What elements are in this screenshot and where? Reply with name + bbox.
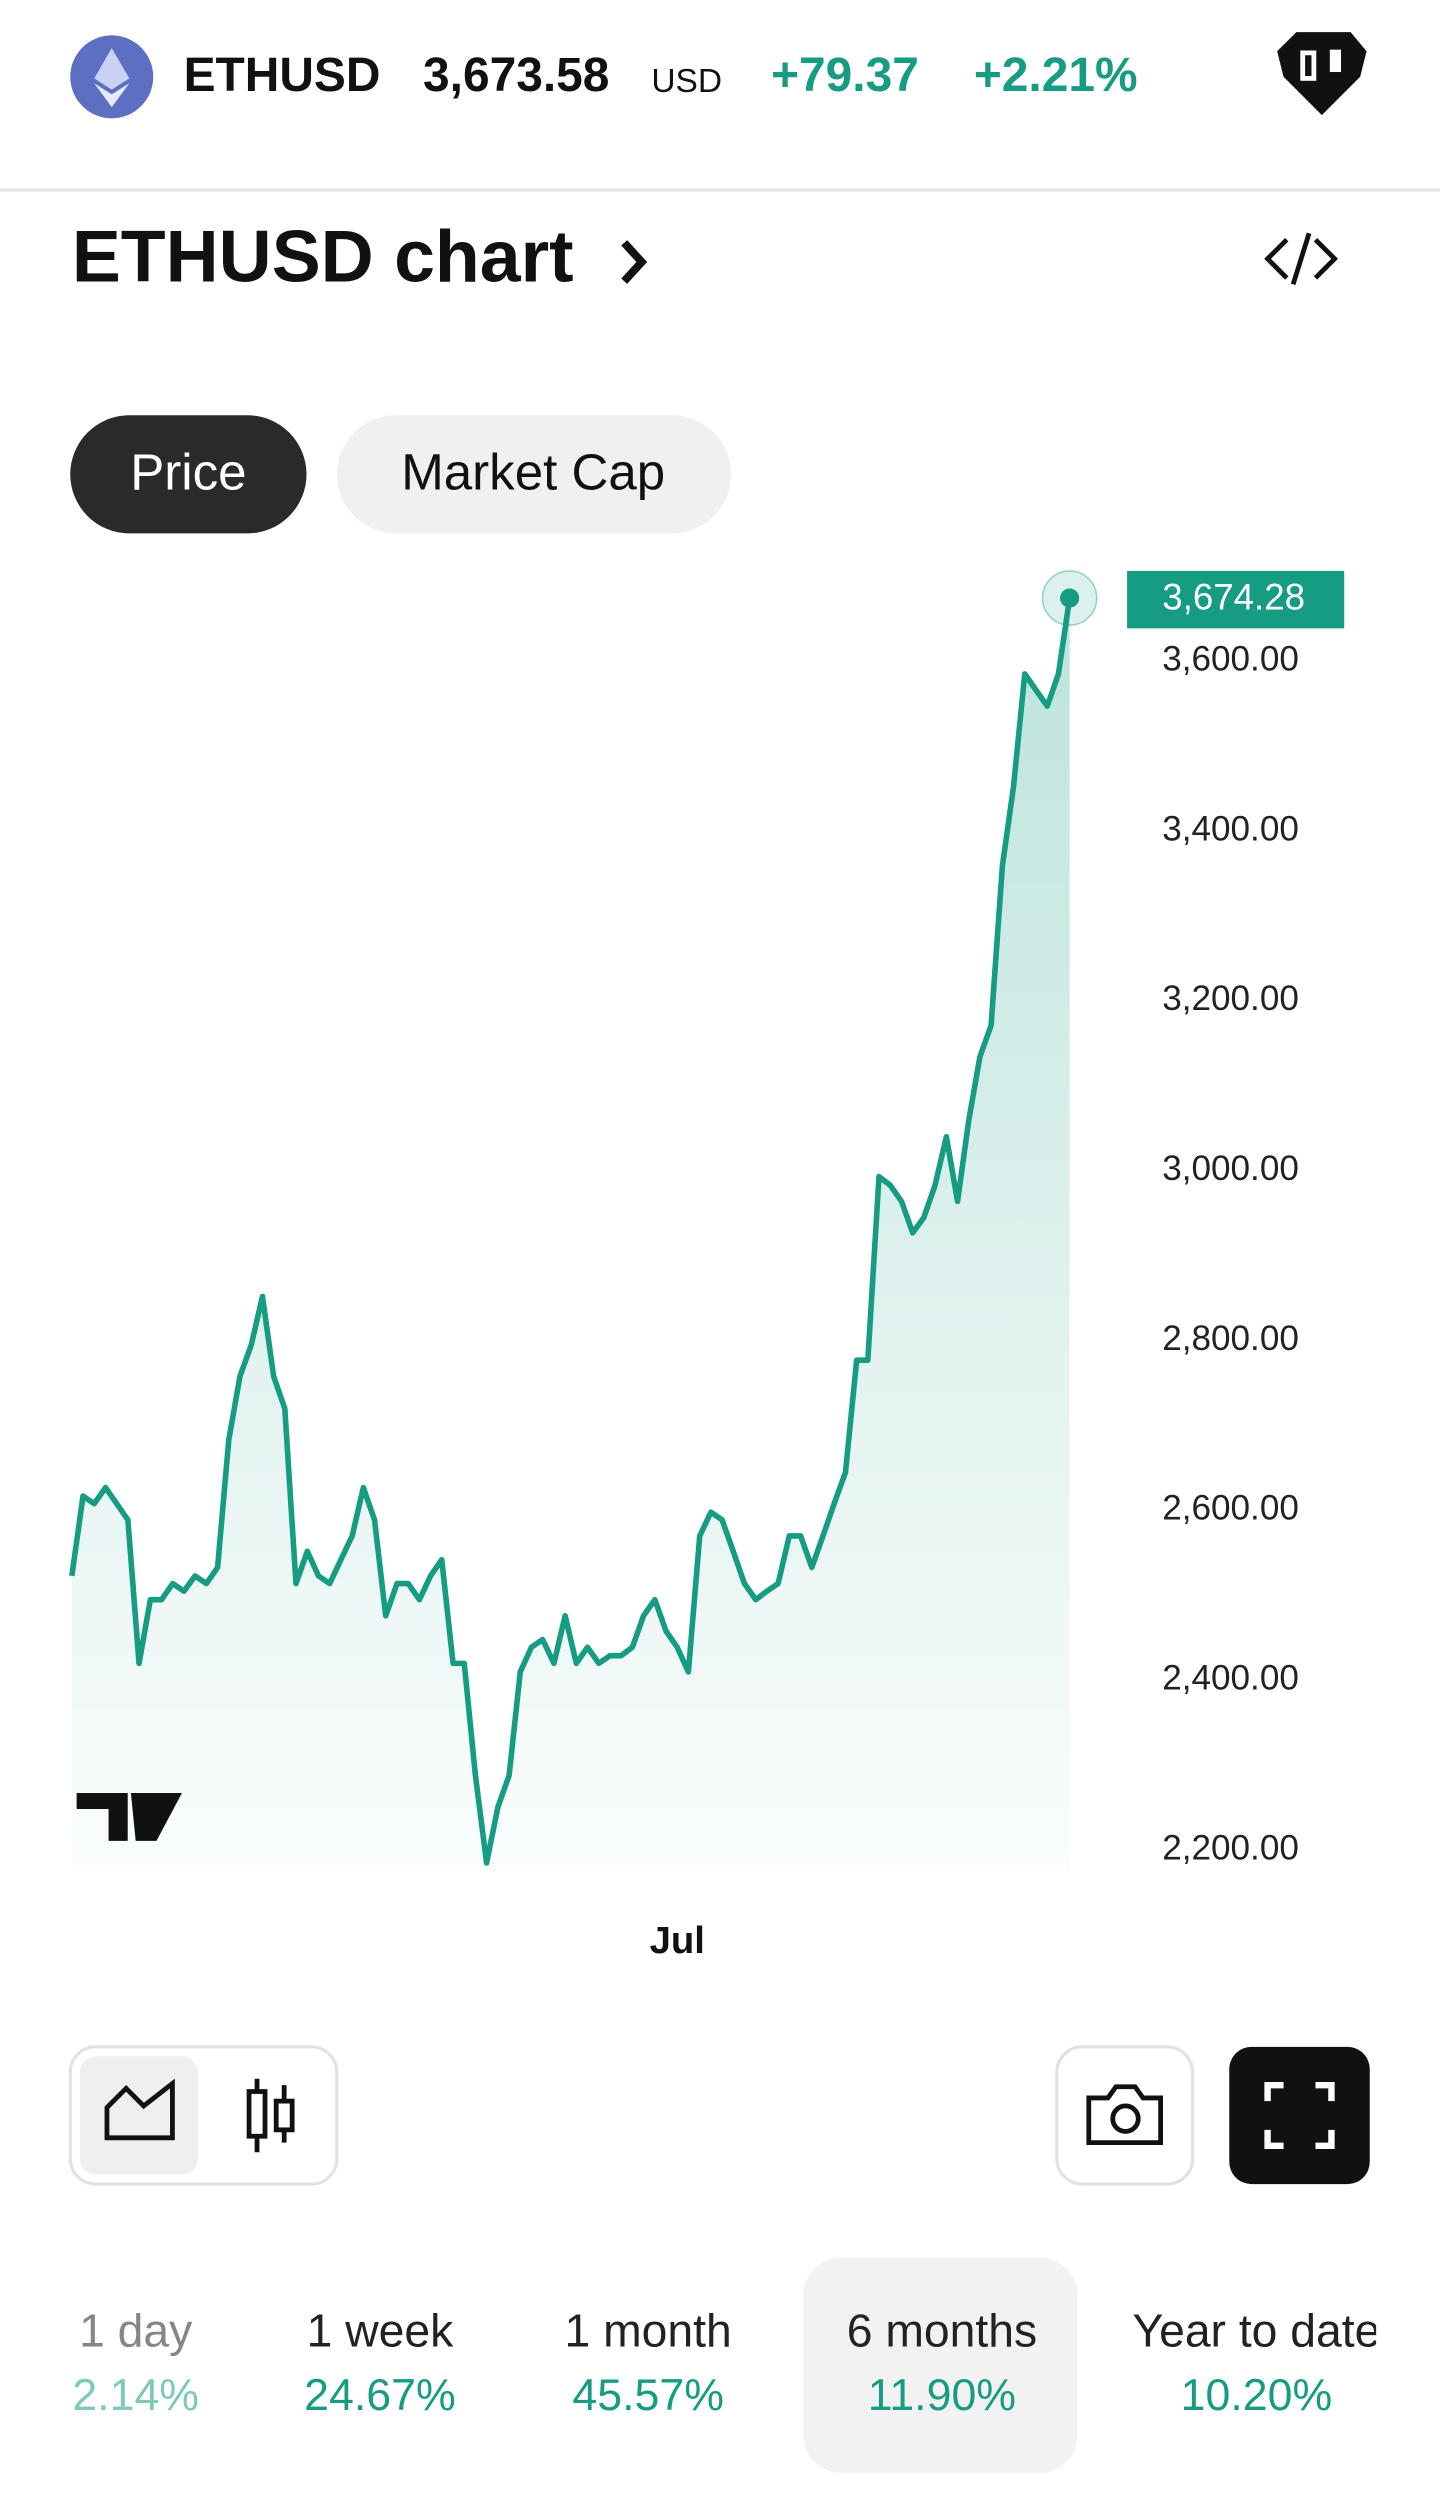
embed-button[interactable] <box>1264 232 1339 286</box>
brand-icon[interactable] <box>1277 32 1367 116</box>
fullscreen-icon <box>1264 2081 1335 2150</box>
period-label[interactable]: 1 month <box>565 2304 732 2356</box>
symbol: ETHUSD <box>184 49 381 102</box>
header: ETHUSD 3,673.58 USD +79.37 +2.21% <box>70 32 1367 119</box>
section-title[interactable]: ETHUSD chart <box>72 215 574 297</box>
currency: USD <box>651 63 722 100</box>
period-label[interactable]: 1 day <box>79 2304 193 2356</box>
y-tick-label: 2,600.00 <box>1162 1489 1299 1528</box>
period-change[interactable]: 11.90% <box>868 2371 1016 2420</box>
chevron <box>621 240 648 284</box>
candle-icon <box>273 2098 295 2133</box>
period-label[interactable]: Year to date <box>1132 2304 1380 2356</box>
y-tick-label: 2,800.00 <box>1162 1319 1299 1358</box>
eth-glyph <box>94 48 130 90</box>
y-tick-label: 3,200.00 <box>1162 979 1299 1018</box>
last-price-label: 3,674.28 <box>1162 576 1305 617</box>
price: 3,673.58 <box>423 49 609 102</box>
tab[interactable] <box>336 415 732 534</box>
line-style-button[interactable] <box>79 2056 198 2175</box>
period-change[interactable]: 24.67% <box>304 2371 456 2420</box>
last-price-badge <box>1127 570 1345 629</box>
price-line <box>69 597 1073 1866</box>
fullscreen-button[interactable] <box>1229 2046 1370 2185</box>
brand-icon-candle <box>1300 50 1317 81</box>
tab-label[interactable]: Price <box>130 443 246 500</box>
y-tick-label: 3,600.00 <box>1162 639 1299 678</box>
camera-icon <box>1086 2084 1164 2146</box>
change-percent: +2.21% <box>974 49 1138 102</box>
candle-icon <box>246 2089 268 2139</box>
candles-button[interactable] <box>246 2078 295 2153</box>
tab-label[interactable]: Market Cap <box>401 443 665 500</box>
period-change[interactable]: 10.20% <box>1181 2371 1333 2420</box>
y-tick-label: 2,400.00 <box>1162 1659 1299 1698</box>
last-point <box>1060 588 1080 608</box>
period-selected <box>803 2257 1078 2474</box>
period-label[interactable]: 6 months <box>847 2304 1037 2356</box>
area-fill <box>71 598 1070 1871</box>
tab-active[interactable] <box>70 415 307 534</box>
snapshot-button[interactable] <box>1055 2045 1195 2186</box>
change: +79.37 <box>771 49 919 102</box>
chart: 2,200.00 2,400.00 2,600.00 2,800.00 3,000.00… <box>69 570 1345 1962</box>
y-tick-label: 3,000.00 <box>1162 1149 1299 1188</box>
area-icon <box>104 2078 175 2141</box>
period-change[interactable]: 45.57% <box>572 2371 724 2420</box>
y-tick-label: 2,200.00 <box>1162 1828 1299 1867</box>
y-tick-label: 3,400.00 <box>1162 809 1299 848</box>
camera-icon <box>1110 2103 1141 2134</box>
tradingview-logo <box>76 1792 182 1841</box>
x-tick-label: Jul <box>650 1919 705 1962</box>
period-change[interactable]: 2.14% <box>72 2371 199 2420</box>
period-label[interactable]: 1 week <box>307 2304 454 2356</box>
brand-icon-candle <box>1329 49 1342 73</box>
eth-glyph <box>94 83 130 108</box>
period-bar: 1 day 2.14% 1 week 24.67% 1 month 45.57% 6 mon… <box>72 2304 1380 2420</box>
